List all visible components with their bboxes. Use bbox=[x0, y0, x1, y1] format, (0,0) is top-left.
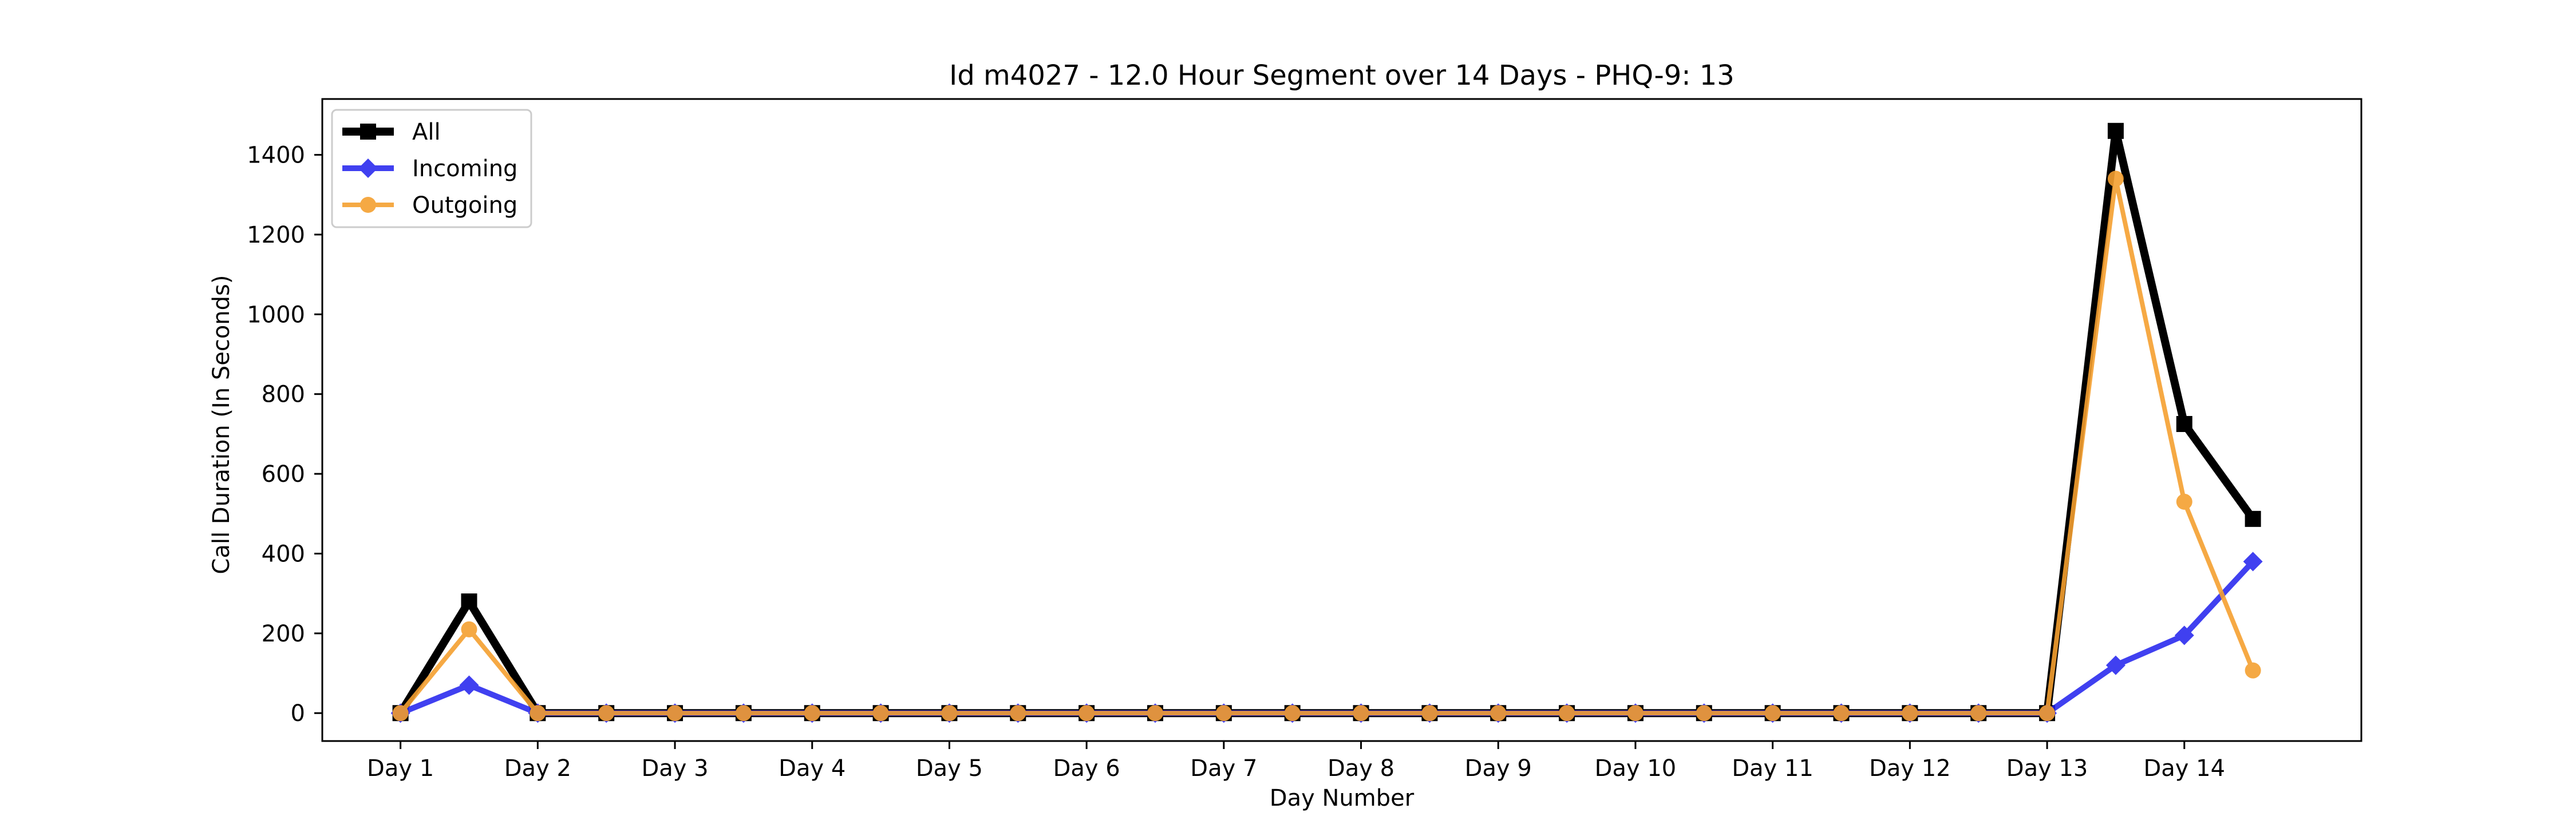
data-point bbox=[2107, 171, 2124, 187]
y-tick-label: 1200 bbox=[247, 222, 305, 248]
data-point bbox=[1010, 705, 1026, 722]
series-line bbox=[397, 126, 2257, 718]
y-tick-label: 1000 bbox=[247, 302, 305, 328]
data-point bbox=[392, 705, 409, 722]
x-tick-label: Day 13 bbox=[2006, 755, 2088, 782]
data-point bbox=[461, 593, 477, 610]
y-tick-label: 200 bbox=[262, 621, 305, 647]
x-tick-label: Day 6 bbox=[1053, 755, 1120, 782]
data-point bbox=[2243, 552, 2263, 572]
x-tick-label: Day 5 bbox=[916, 755, 983, 782]
data-point bbox=[2174, 625, 2194, 645]
y-tick-label: 400 bbox=[262, 541, 305, 567]
data-point bbox=[530, 705, 546, 722]
data-point bbox=[1833, 705, 1850, 722]
x-tick-label: Day 14 bbox=[2143, 755, 2225, 782]
data-point bbox=[1078, 705, 1095, 722]
x-tick-label: Day 3 bbox=[641, 755, 708, 782]
legend-entry bbox=[342, 159, 394, 178]
legend-entry bbox=[342, 124, 394, 140]
chart-title: Id m4027 - 12.0 Hour Segment over 14 Day… bbox=[949, 60, 1735, 92]
x-tick-label: Day 12 bbox=[1869, 755, 1951, 782]
data-point bbox=[1215, 705, 1232, 722]
data-point bbox=[1764, 705, 1781, 722]
series-line bbox=[399, 559, 2255, 716]
data-point bbox=[2245, 510, 2261, 527]
legend-label: Incoming bbox=[412, 156, 517, 182]
data-point bbox=[2107, 122, 2124, 139]
legend: All Incoming Outgoing bbox=[331, 109, 532, 228]
data-point bbox=[2176, 415, 2192, 432]
data-point bbox=[2245, 662, 2261, 679]
plot-frame bbox=[321, 98, 2362, 742]
x-tick-label: Day 10 bbox=[1595, 755, 1677, 782]
data-point bbox=[2176, 493, 2192, 510]
x-axis-title: Day Number bbox=[1270, 785, 1415, 811]
legend-entry bbox=[342, 197, 394, 213]
data-point bbox=[1353, 705, 1369, 722]
x-tick-label: Day 8 bbox=[1327, 755, 1394, 782]
data-point bbox=[735, 705, 752, 722]
data-point bbox=[1970, 705, 1987, 722]
x-tick-label: Day 11 bbox=[1732, 755, 1814, 782]
data-point bbox=[872, 705, 889, 722]
legend-box bbox=[331, 109, 532, 228]
series-line bbox=[398, 176, 2255, 716]
data-point bbox=[2039, 705, 2056, 722]
x-tick-label: Day 2 bbox=[504, 755, 571, 782]
legend-marker bbox=[360, 197, 376, 213]
y-tick-label: 800 bbox=[262, 382, 305, 408]
y-tick-label: 0 bbox=[291, 700, 305, 727]
data-point bbox=[461, 621, 477, 637]
legend-marker bbox=[358, 159, 378, 178]
data-point bbox=[1490, 705, 1507, 722]
data-point bbox=[1421, 705, 1438, 722]
y-tick-label: 600 bbox=[262, 461, 305, 488]
data-point bbox=[804, 705, 820, 722]
series-incoming bbox=[390, 552, 2263, 723]
data-point bbox=[1627, 705, 1643, 722]
legend-label: Outgoing bbox=[412, 192, 517, 219]
series-all bbox=[392, 122, 2261, 722]
data-point bbox=[1147, 705, 1164, 722]
data-point bbox=[1696, 705, 1712, 722]
x-tick-label: Day 4 bbox=[779, 755, 846, 782]
x-axis: Day 1 Day 2 Day 3 Day 4 Day 5 Day 6 Day 7 Day 8… bbox=[367, 741, 2225, 782]
data-point bbox=[1284, 705, 1301, 722]
y-axis: 0 200 400 600 800 1000 1200 1400 bbox=[247, 142, 322, 727]
series-outgoing bbox=[392, 171, 2261, 722]
x-tick-label: Day 1 bbox=[367, 755, 434, 782]
data-point bbox=[1902, 705, 1918, 722]
y-axis-title: Call Duration (In Seconds) bbox=[208, 275, 235, 575]
legend-label: All bbox=[412, 119, 441, 145]
legend-marker bbox=[360, 124, 376, 140]
y-tick-label: 1400 bbox=[247, 142, 305, 169]
data-point bbox=[941, 705, 958, 722]
x-tick-label: Day 9 bbox=[1465, 755, 1532, 782]
x-tick-label: Day 7 bbox=[1190, 755, 1257, 782]
data-point bbox=[459, 675, 479, 695]
data-point bbox=[1559, 705, 1575, 722]
data-point bbox=[2105, 655, 2125, 675]
plot-area bbox=[390, 122, 2263, 723]
data-point bbox=[667, 705, 683, 722]
data-point bbox=[598, 705, 615, 722]
